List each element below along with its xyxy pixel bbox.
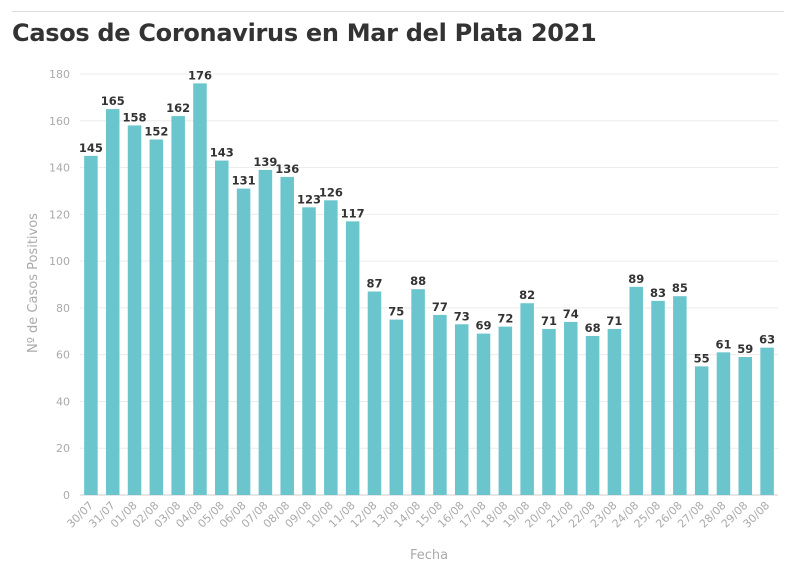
value-label: 69: [476, 319, 492, 333]
value-label: 83: [650, 286, 666, 300]
bar-08/08: [280, 176, 294, 495]
value-label: 85: [672, 281, 688, 295]
value-label: 117: [341, 206, 365, 220]
bar-14/08: [411, 289, 425, 495]
bar-15/08: [433, 314, 447, 495]
y-tick-label: 100: [49, 255, 70, 268]
y-tick-label: 80: [56, 302, 70, 315]
value-label: 75: [388, 305, 404, 319]
value-label: 176: [188, 68, 212, 82]
value-label: 136: [275, 162, 299, 176]
bars: [84, 83, 774, 496]
y-tick-label: 0: [63, 489, 70, 502]
y-axis-ticks: 0 20 40 60 80 100 120 140 160 180: [49, 68, 70, 502]
bar-27/08: [694, 366, 709, 495]
value-label: 131: [232, 174, 256, 188]
value-label: 71: [541, 314, 557, 328]
bar-30/07: [84, 155, 98, 495]
x-axis-ticks: 30/0731/0701/0802/0803/0804/0805/0806/08…: [64, 499, 772, 531]
value-label: 162: [166, 101, 190, 115]
value-label: 74: [563, 307, 579, 321]
bar-31/07: [105, 109, 120, 495]
value-label: 145: [79, 141, 103, 155]
value-label: 68: [585, 321, 601, 335]
y-tick-label: 180: [49, 68, 70, 81]
bar-11/08: [345, 221, 360, 495]
value-label: 72: [497, 312, 513, 326]
bar-09/08: [302, 207, 316, 496]
bar-26/08: [673, 296, 687, 495]
bar-20/08: [542, 328, 556, 495]
bar-04/08: [193, 83, 207, 495]
value-label: 139: [253, 155, 277, 169]
bar-12/08: [367, 291, 382, 495]
bar-17/08: [476, 333, 491, 495]
y-tick-label: 120: [49, 208, 70, 221]
value-label: 88: [410, 274, 426, 288]
bar-03/08: [171, 116, 185, 495]
top-divider: [12, 11, 784, 12]
bar-06/08: [236, 188, 251, 495]
y-tick-label: 40: [56, 395, 70, 408]
chart-title: Casos de Coronavirus en Mar del Plata 20…: [12, 19, 597, 47]
y-axis-title: Nº de Casos Positivos: [26, 213, 41, 353]
bar-18/08: [498, 326, 513, 495]
value-label: 143: [210, 146, 234, 160]
bar-10/08: [324, 200, 338, 496]
value-label: 82: [519, 288, 535, 302]
bar-28/08: [716, 352, 731, 495]
bar-23/08: [607, 328, 622, 495]
value-label: 59: [737, 342, 753, 356]
value-label: 61: [715, 337, 731, 351]
bar-21/08: [564, 321, 578, 495]
value-label: 158: [123, 110, 147, 124]
value-label: 152: [144, 124, 168, 138]
y-tick-label: 20: [56, 442, 70, 455]
y-tick-label: 60: [56, 349, 70, 362]
value-label: 87: [366, 277, 382, 291]
value-label: 63: [759, 333, 775, 347]
y-tick-label: 160: [49, 115, 70, 128]
bar-05/08: [215, 160, 229, 496]
bar-24/08: [629, 286, 643, 495]
bar-25/08: [651, 300, 665, 495]
value-label: 55: [694, 351, 710, 365]
bar-22/08: [585, 335, 600, 495]
y-tick-label: 140: [49, 162, 70, 175]
value-label: 123: [297, 192, 321, 206]
value-label: 77: [432, 300, 448, 314]
value-label: 71: [606, 314, 622, 328]
bar-01/08: [127, 125, 142, 495]
value-label: 165: [101, 94, 125, 108]
x-axis-title: Fecha: [410, 548, 448, 563]
value-label: 73: [454, 309, 470, 323]
bar-30/08: [760, 347, 774, 495]
bar-19/08: [520, 303, 534, 495]
value-label: 89: [628, 272, 644, 286]
bar-02/08: [149, 139, 164, 495]
bar-29/08: [738, 357, 753, 495]
bar-16/08: [454, 324, 469, 495]
value-label: 126: [319, 185, 343, 199]
bar-13/08: [389, 319, 404, 495]
bar-07/08: [258, 169, 273, 495]
